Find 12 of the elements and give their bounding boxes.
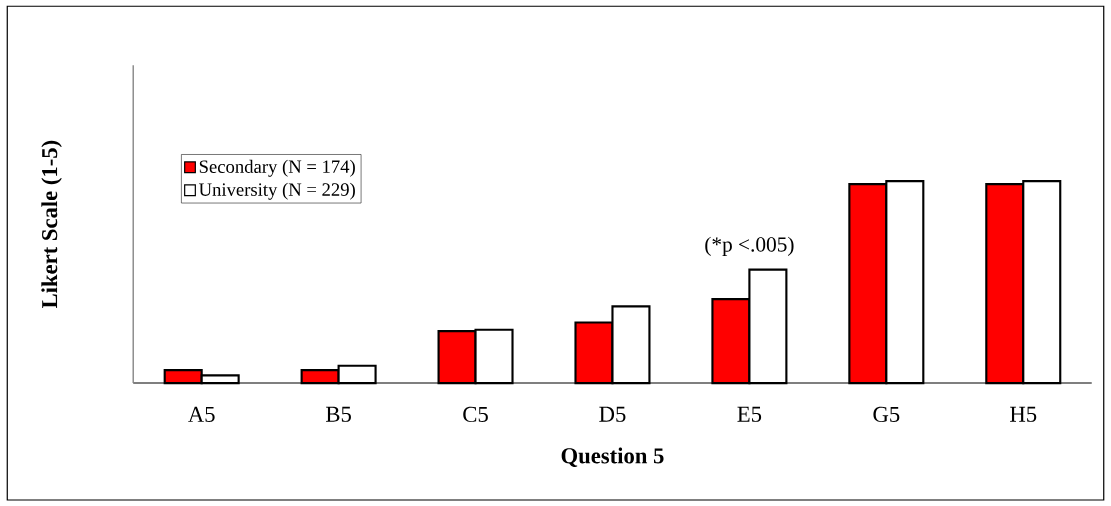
x-tick-label: C5: [463, 406, 488, 422]
legend-label: University (N = 229): [198, 182, 355, 200]
x-tick-label: G5: [873, 406, 900, 422]
x-tick-label: D5: [599, 406, 626, 422]
x-axis-title: Question 5: [561, 447, 664, 467]
x-tick-label: H5: [1010, 406, 1037, 422]
legend-label: Secondary (N = 174): [199, 159, 355, 177]
x-tick-label: A5: [188, 406, 215, 422]
x-tick-label: E5: [737, 406, 762, 422]
annotation: (*p <.005): [705, 236, 794, 256]
x-tick-label: B5: [326, 406, 351, 422]
y-axis-title: Likert Scale (1-5): [41, 140, 62, 308]
